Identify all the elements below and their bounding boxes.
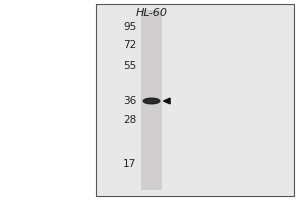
Text: HL-60: HL-60 [136, 8, 167, 18]
Text: 28: 28 [123, 115, 136, 125]
Text: 95: 95 [123, 22, 136, 32]
Bar [96, 4, 294, 196]
Bar [141, 10, 162, 190]
Text: 36: 36 [123, 96, 136, 106]
Polygon shape [164, 98, 170, 104]
Text: 55: 55 [123, 61, 136, 71]
Text: 72: 72 [123, 40, 136, 50]
Ellipse shape [143, 98, 160, 104]
Text: 17: 17 [123, 159, 136, 169]
